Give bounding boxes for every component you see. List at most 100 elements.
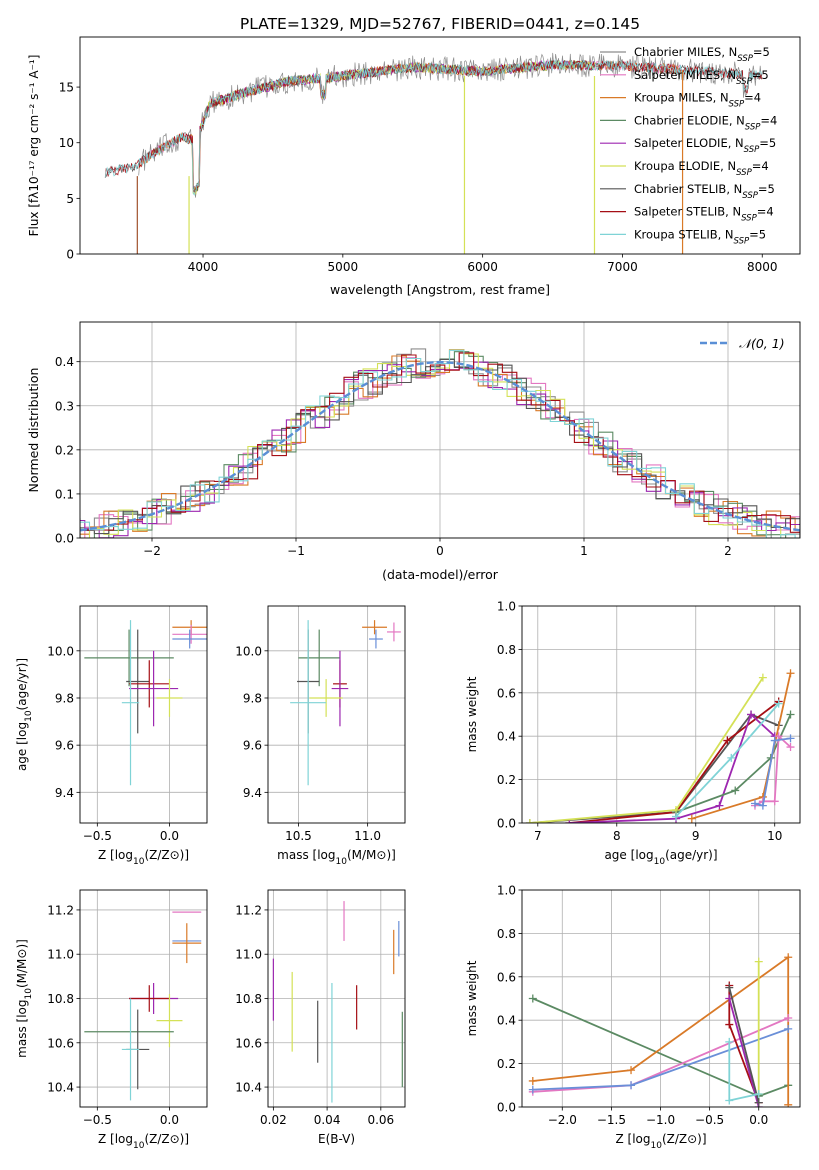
y-tick-label: 0.8 — [497, 927, 516, 941]
axes-frame — [267, 605, 406, 824]
weight-marker — [627, 1081, 636, 1090]
y-tick-label: 0.8 — [497, 643, 516, 657]
weight-marker — [784, 1014, 793, 1023]
weight-marker — [770, 797, 779, 806]
weight-marker — [784, 1024, 793, 1033]
z-mass-axes-plot-area — [80, 890, 207, 1107]
ebv-mass-axes: 0.02 0.04 0.06 10.4 10.6 10.8 11.0 11.2 E(B-V) — [235, 889, 406, 1146]
x-tick-label: −2.0 — [548, 1113, 577, 1127]
x-tick-label: 5000 — [328, 260, 359, 274]
x-tick-label: 9 — [692, 829, 700, 843]
y-tick-label: 0.0 — [497, 817, 516, 831]
weight-series — [687, 669, 795, 823]
weight-marker — [525, 819, 534, 823]
weight-marker — [784, 1100, 793, 1107]
spectrum-line-kroupa_elodie — [188, 60, 595, 195]
z-weight-axes-y-label: mass weight — [465, 960, 479, 1036]
errorbar-point — [121, 620, 140, 786]
y-tick-label: 15 — [59, 81, 74, 95]
ebv-mass-axes-x-label: E(B-V) — [318, 1132, 355, 1146]
x-tick-label: −0.5 — [83, 829, 112, 843]
y-tick-label: 10.8 — [47, 992, 74, 1006]
axes-frame — [267, 889, 406, 1108]
y-tick-label: 11.0 — [47, 948, 74, 962]
z-weight-axes: −2.0 −1.5 −1.0 −0.5 0.0 0.0 0.2 0.4 0.6 0.8 1.0 Z [… — [465, 884, 801, 1151]
spectrum-y-label: Flux [fλ10⁻¹⁷ erg cm⁻² s⁻¹ A⁻¹] — [27, 55, 41, 237]
spectrum-legend: Chabrier MILES, NSSP=5 Salpeter MILES, NS… — [600, 45, 777, 246]
z-mass-axes-y-label: mass [log10(M/M⊙)] — [15, 939, 34, 1058]
y-tick-label: 10.0 — [47, 644, 74, 658]
x-tick-label: 4000 — [188, 260, 219, 274]
x-tick-label: −1 — [287, 544, 305, 558]
x-tick-label: 0.06 — [367, 1113, 394, 1127]
errorbar-point — [121, 998, 140, 1101]
weight-marker — [528, 1085, 537, 1094]
weight-marker — [715, 801, 724, 810]
x-tick-label: 1 — [580, 544, 588, 558]
weight-marker — [725, 1096, 734, 1105]
weight-line — [728, 987, 760, 1103]
weight-marker — [774, 699, 783, 708]
z-mass-axes: −0.5 0.0 10.4 10.6 10.8 11.0 11.2 Z [log10(Z/Z⊙… — [15, 889, 208, 1151]
age-weight-axes-x-label: age [log10(age/yr)] — [604, 848, 717, 867]
weight-line — [529, 677, 764, 823]
figure-title: PLATE=1329, MJD=52767, FIBERID=0441, z=0… — [240, 15, 640, 33]
weight-line — [569, 700, 780, 823]
y-tick-label: 10 — [59, 136, 74, 150]
axes-frame — [79, 321, 801, 539]
legend-entry: Salpeter MILES, NSSP=5 — [634, 68, 769, 87]
weight-marker — [725, 1020, 734, 1029]
errorbar-point — [172, 923, 202, 964]
axes-frame — [79, 889, 208, 1108]
weight-marker — [750, 799, 759, 808]
weight-marker — [774, 732, 783, 741]
y-tick-label: 10.6 — [235, 1036, 262, 1050]
weight-marker — [786, 710, 795, 719]
y-tick-label: 9.6 — [55, 739, 74, 753]
weight-line — [728, 998, 760, 1107]
weight-line — [569, 712, 776, 823]
errorbar-point — [369, 629, 383, 649]
spectrum-x-label: wavelength [Angstrom, rest frame] — [330, 282, 550, 297]
weight-series — [672, 699, 783, 821]
y-tick-label: 0.0 — [55, 532, 74, 546]
errorbar-point — [129, 650, 179, 727]
y-tick-label: 0 — [66, 248, 74, 262]
weight-marker — [758, 673, 767, 682]
weight-marker — [731, 786, 740, 795]
z-age-axes-y-label: age [log10(age/yr)] — [15, 658, 34, 771]
x-tick-label: −1.0 — [646, 1113, 675, 1127]
x-tick-label: 0.0 — [160, 829, 179, 843]
spectrum-line-chabrier_elodie — [188, 59, 595, 192]
y-tick-label: 0.2 — [55, 443, 74, 457]
age-weight-axes-y-label: mass weight — [465, 676, 479, 752]
weight-marker — [786, 743, 795, 752]
weight-series — [725, 1037, 763, 1105]
weight-series — [754, 957, 763, 1098]
weight-marker — [727, 753, 736, 762]
weight-series — [725, 983, 763, 1107]
x-tick-label: 10 — [767, 829, 782, 843]
y-tick-label: 9.4 — [243, 786, 262, 800]
legend-entry: Chabrier MILES, NSSP=5 — [634, 45, 770, 64]
y-tick-label: 0.2 — [497, 1057, 516, 1071]
y-tick-label: 11.2 — [235, 903, 262, 917]
z-age-axes-x-label: Z [log10(Z/Z⊙)] — [98, 848, 189, 867]
histogram-salpeter_stelib — [80, 352, 800, 533]
y-tick-label: 11.0 — [235, 948, 262, 962]
axes-frame — [521, 889, 801, 1108]
weight-marker — [754, 957, 763, 966]
errorbar-point — [290, 620, 327, 786]
y-tick-label: 0.0 — [497, 1101, 516, 1115]
x-tick-label: 7 — [534, 829, 542, 843]
z-mass-axes-x-label: Z [log10(Z/Z⊙)] — [98, 1132, 189, 1151]
spectrum-line-salpeter_miles — [138, 60, 682, 193]
weight-marker — [758, 801, 767, 810]
spectrum-line-kroupa_stelib — [104, 58, 763, 196]
x-tick-label: −2 — [143, 544, 161, 558]
y-tick-label: 1.0 — [497, 600, 516, 614]
x-tick-label: 0.0 — [160, 1113, 179, 1127]
y-tick-label: 5 — [66, 192, 74, 206]
age-weight-axes: 7 8 9 10 0.0 0.2 0.4 0.6 0.8 1.0 age [log10(age/yr… — [465, 600, 801, 867]
